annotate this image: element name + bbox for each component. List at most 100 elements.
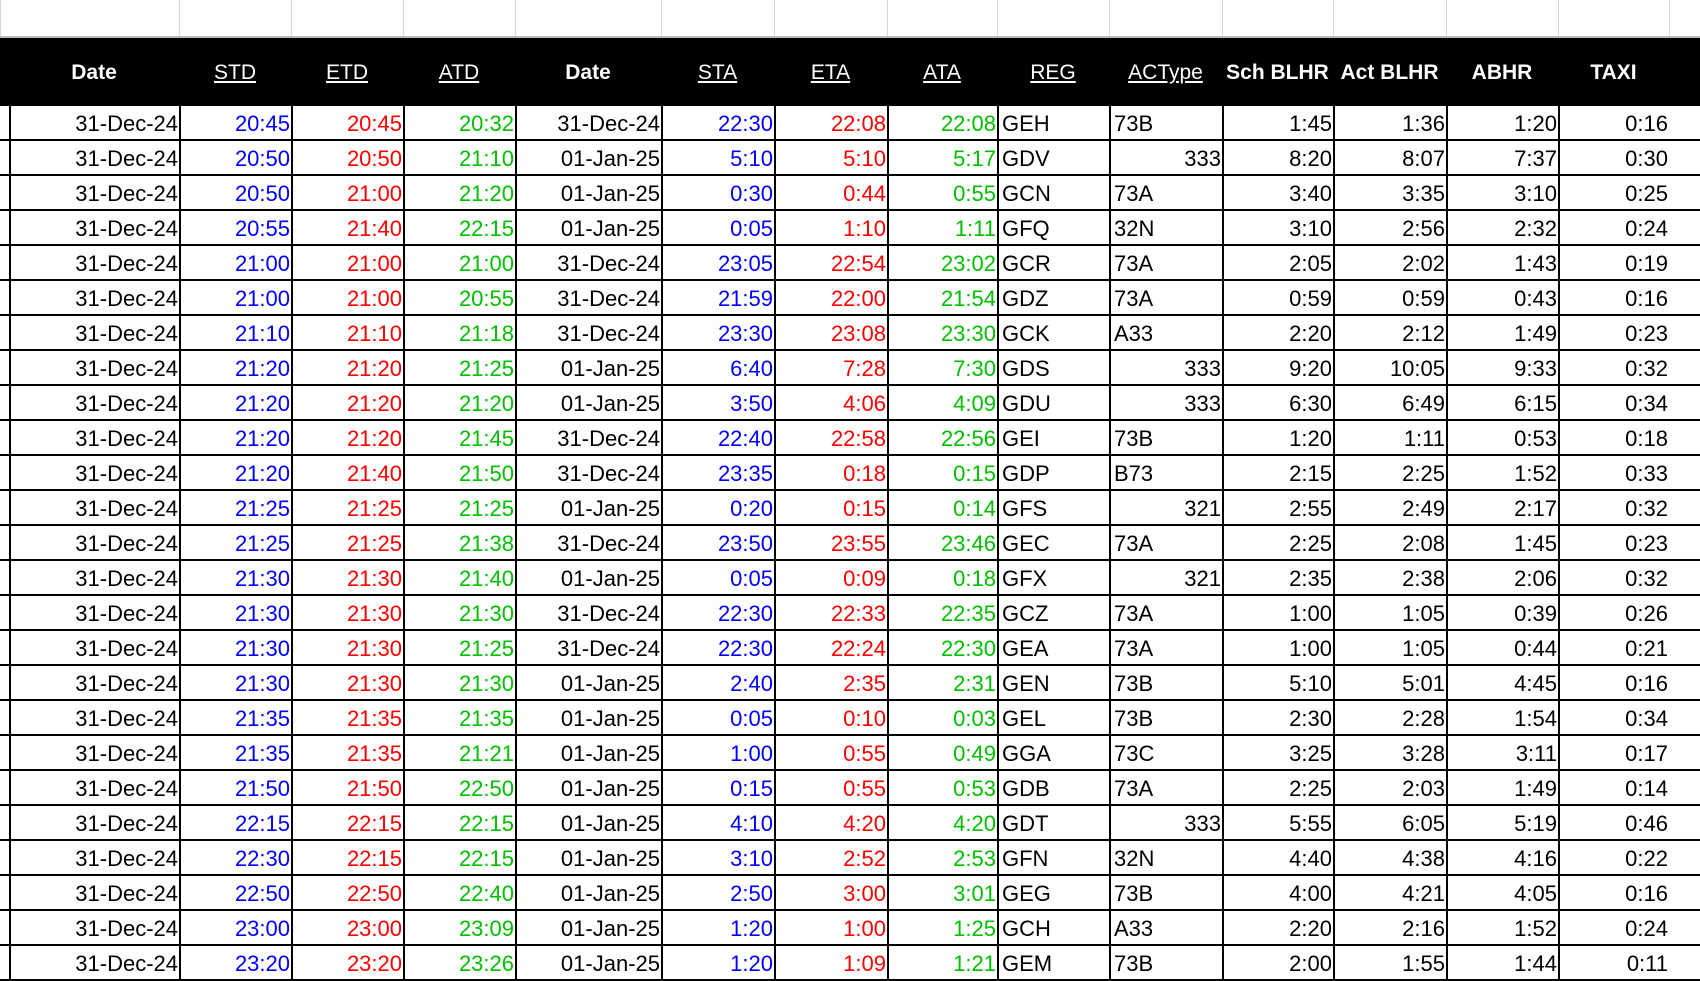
cell-etd[interactable]: 23:20 [291, 946, 405, 979]
cell-abhr[interactable]: 1:49 [1446, 771, 1560, 804]
cell-sta[interactable]: 4:10 [661, 806, 776, 839]
cell-act-blhr[interactable]: 1:05 [1333, 631, 1448, 664]
cell-date-dep[interactable]: 31-Dec-24 [9, 911, 181, 944]
cell-act-blhr[interactable]: 2:25 [1333, 456, 1448, 489]
cell-actype[interactable]: 73B [1109, 106, 1224, 139]
cell-actype[interactable]: 73B [1109, 666, 1224, 699]
cell-std[interactable]: 20:45 [179, 106, 293, 139]
cell-etd[interactable]: 21:20 [291, 386, 405, 419]
cell-etd[interactable]: 21:00 [291, 246, 405, 279]
cell-reg[interactable]: GDZ [997, 281, 1111, 314]
cell-date-dep[interactable]: 31-Dec-24 [9, 631, 181, 664]
cell-eta[interactable]: 5:10 [774, 141, 889, 174]
cell-taxi[interactable]: 0:33 [1558, 456, 1671, 489]
cell-date-arr[interactable]: 31-Dec-24 [515, 246, 663, 279]
cell-actype[interactable]: 333 [1109, 351, 1224, 384]
cell-atd[interactable]: 21:20 [403, 386, 517, 419]
cell-sch-blhr[interactable]: 2:20 [1222, 911, 1335, 944]
cell-act-blhr[interactable]: 2:16 [1333, 911, 1448, 944]
cell-date-arr[interactable]: 31-Dec-24 [515, 596, 663, 629]
cell-etd[interactable]: 21:35 [291, 701, 405, 734]
cell-act-blhr[interactable]: 2:28 [1333, 701, 1448, 734]
cell-date-dep[interactable]: 31-Dec-24 [9, 316, 181, 349]
cell-atd[interactable]: 21:25 [403, 491, 517, 524]
cell-std[interactable]: 21:30 [179, 561, 293, 594]
cell-reg[interactable]: GFN [997, 841, 1111, 874]
cell-etd[interactable]: 21:40 [291, 211, 405, 244]
cell-act-blhr[interactable]: 6:05 [1333, 806, 1448, 839]
cell-sch-blhr[interactable]: 3:10 [1222, 211, 1335, 244]
cell-sta[interactable]: 3:10 [661, 841, 776, 874]
cell-abhr[interactable]: 1:49 [1446, 316, 1560, 349]
cell-eta[interactable]: 3:00 [774, 876, 889, 909]
cell-abhr[interactable]: 1:43 [1446, 246, 1560, 279]
header-abhr[interactable]: ABHR [1471, 61, 1533, 84]
cell-sch-blhr[interactable]: 3:40 [1222, 176, 1335, 209]
cell-sta[interactable]: 23:30 [661, 316, 776, 349]
cell-std[interactable]: 21:35 [179, 736, 293, 769]
cell-sta[interactable]: 0:05 [661, 211, 776, 244]
cell-etd[interactable]: 21:30 [291, 561, 405, 594]
cell-date-dep[interactable]: 31-Dec-24 [9, 771, 181, 804]
cell-abhr[interactable]: 2:06 [1446, 561, 1560, 594]
cell-sta[interactable]: 22:40 [661, 421, 776, 454]
cell-etd[interactable]: 21:20 [291, 421, 405, 454]
cell-date-dep[interactable]: 31-Dec-24 [9, 491, 181, 524]
cell-date-arr[interactable]: 01-Jan-25 [515, 141, 663, 174]
cell-ata[interactable]: 0:53 [887, 771, 999, 804]
cell-abhr[interactable]: 6:15 [1446, 386, 1560, 419]
cell-atd[interactable]: 21:45 [403, 421, 517, 454]
cell-ata[interactable]: 0:15 [887, 456, 999, 489]
cell-taxi[interactable]: 0:32 [1558, 491, 1671, 524]
cell-abhr[interactable]: 2:17 [1446, 491, 1560, 524]
cell-etd[interactable]: 22:15 [291, 806, 405, 839]
cell-taxi[interactable]: 0:21 [1558, 631, 1671, 664]
cell-atd[interactable]: 22:15 [403, 806, 517, 839]
cell-sta[interactable]: 23:35 [661, 456, 776, 489]
cell-taxi[interactable]: 0:19 [1558, 246, 1671, 279]
cell-std[interactable]: 21:30 [179, 596, 293, 629]
cell-ata[interactable]: 1:11 [887, 211, 999, 244]
cell-sch-blhr[interactable]: 2:00 [1222, 946, 1335, 979]
cell-atd[interactable]: 21:35 [403, 701, 517, 734]
cell-date-dep[interactable]: 31-Dec-24 [9, 456, 181, 489]
cell-taxi[interactable]: 0:16 [1558, 876, 1671, 909]
cell-std[interactable]: 21:25 [179, 491, 293, 524]
header-sch-blhr[interactable]: Sch BLHR [1226, 61, 1329, 84]
cell-sta[interactable]: 22:30 [661, 106, 776, 139]
cell-sch-blhr[interactable]: 2:25 [1222, 526, 1335, 559]
cell-sta[interactable]: 0:20 [661, 491, 776, 524]
cell-eta[interactable]: 22:58 [774, 421, 889, 454]
cell-abhr[interactable]: 1:52 [1446, 456, 1560, 489]
cell-actype[interactable]: 73B [1109, 421, 1224, 454]
cell-eta[interactable]: 22:24 [774, 631, 889, 664]
cell-atd[interactable]: 20:55 [403, 281, 517, 314]
cell-actype[interactable]: 32N [1109, 211, 1224, 244]
cell-reg[interactable]: GDT [997, 806, 1111, 839]
cell-abhr[interactable]: 0:39 [1446, 596, 1560, 629]
cell-taxi[interactable]: 0:22 [1558, 841, 1671, 874]
cell-date-arr[interactable]: 01-Jan-25 [515, 666, 663, 699]
cell-taxi[interactable]: 0:24 [1558, 911, 1671, 944]
cell-act-blhr[interactable]: 10:05 [1333, 351, 1448, 384]
cell-sta[interactable]: 23:50 [661, 526, 776, 559]
cell-date-arr[interactable]: 01-Jan-25 [515, 911, 663, 944]
cell-reg[interactable]: GDU [997, 386, 1111, 419]
cell-ata[interactable]: 1:21 [887, 946, 999, 979]
cell-actype[interactable]: 333 [1109, 141, 1224, 174]
cell-actype[interactable]: 73B [1109, 701, 1224, 734]
cell-taxi[interactable]: 0:30 [1558, 141, 1671, 174]
cell-sch-blhr[interactable]: 2:05 [1222, 246, 1335, 279]
cell-sch-blhr[interactable]: 4:40 [1222, 841, 1335, 874]
cell-atd[interactable]: 21:50 [403, 456, 517, 489]
cell-date-arr[interactable]: 01-Jan-25 [515, 841, 663, 874]
cell-sch-blhr[interactable]: 2:30 [1222, 701, 1335, 734]
cell-sta[interactable]: 22:30 [661, 631, 776, 664]
cell-atd[interactable]: 22:50 [403, 771, 517, 804]
cell-date-dep[interactable]: 31-Dec-24 [9, 526, 181, 559]
cell-date-dep[interactable]: 31-Dec-24 [9, 351, 181, 384]
cell-act-blhr[interactable]: 4:38 [1333, 841, 1448, 874]
cell-std[interactable]: 21:20 [179, 386, 293, 419]
cell-sta[interactable]: 0:30 [661, 176, 776, 209]
cell-sta[interactable]: 2:50 [661, 876, 776, 909]
